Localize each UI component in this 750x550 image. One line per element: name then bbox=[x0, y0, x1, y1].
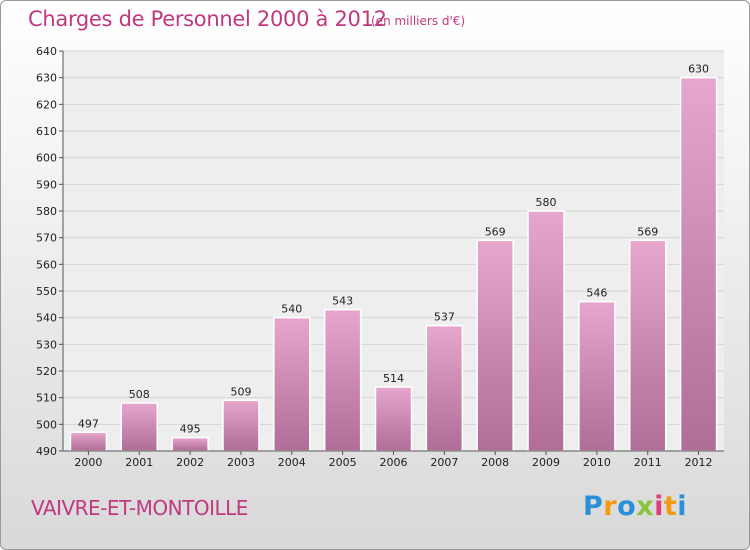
chart-subtitle: (en milliers d'€) bbox=[371, 14, 466, 28]
y-tick-label: 500 bbox=[36, 418, 57, 431]
bar-2000 bbox=[69, 431, 108, 452]
y-axis: 490 500 510 520 530 540 550 560 570 580 590 600 610 6… bbox=[36, 45, 64, 458]
data-label-2009: 580 bbox=[536, 196, 557, 209]
y-tick-label: 530 bbox=[36, 338, 57, 351]
bar-2003 bbox=[222, 399, 260, 452]
y-tick-label: 520 bbox=[36, 365, 57, 378]
x-tick-label-2007: 2007 bbox=[430, 456, 458, 469]
y-tick-label: 570 bbox=[36, 232, 57, 245]
y-tick-label: 510 bbox=[36, 392, 57, 405]
chart-title: Charges de Personnel 2000 à 2012 bbox=[28, 7, 387, 31]
logo-letter: r bbox=[603, 491, 618, 522]
logo-letter: i bbox=[677, 491, 688, 522]
data-label-2006: 514 bbox=[383, 372, 404, 385]
proxiti-logo: Proxiti bbox=[583, 491, 687, 522]
y-tick-label: 590 bbox=[36, 178, 57, 191]
x-tick-label-2005: 2005 bbox=[329, 456, 357, 469]
y-tick-label: 640 bbox=[36, 45, 57, 58]
bar-2011 bbox=[628, 239, 667, 452]
x-tick-label-2001: 2001 bbox=[125, 456, 153, 469]
logo-letter: t bbox=[663, 491, 678, 522]
logo-letter: o bbox=[617, 491, 637, 522]
data-label-2007: 537 bbox=[434, 311, 455, 324]
y-tick-label: 550 bbox=[36, 285, 57, 298]
y-tick-label: 600 bbox=[36, 152, 57, 165]
x-tick-label-2006: 2006 bbox=[380, 456, 408, 469]
y-tick-label: 580 bbox=[36, 205, 57, 218]
x-tick-label-2010: 2010 bbox=[583, 456, 611, 469]
bar-2008 bbox=[476, 239, 514, 452]
y-tick-label: 540 bbox=[36, 312, 57, 325]
x-axis: 2000 2001 2002 2003 2004 2005 2006 2007 2008 2009… bbox=[63, 450, 724, 469]
bar-2007 bbox=[425, 324, 464, 452]
bar-2012 bbox=[679, 76, 718, 452]
x-tick-label-2008: 2008 bbox=[481, 456, 509, 469]
logo-letter: x bbox=[636, 491, 655, 522]
y-tick-label: 610 bbox=[36, 125, 57, 138]
x-tick-label-2003: 2003 bbox=[227, 456, 255, 469]
bar-2005 bbox=[323, 308, 362, 452]
bar-2010 bbox=[578, 300, 616, 452]
bars: 497 508 495 509 540 543 514 537 569 580 546 569 630 bbox=[69, 63, 718, 452]
data-label-2000: 497 bbox=[78, 417, 99, 430]
bar-2001 bbox=[120, 402, 159, 452]
commune-name: VAIVRE-ET-MONTOILLE bbox=[31, 496, 248, 520]
data-label-2008: 569 bbox=[485, 225, 506, 238]
data-label-2002: 495 bbox=[180, 423, 201, 436]
data-label-2005: 543 bbox=[332, 295, 353, 308]
x-tick-label-2012: 2012 bbox=[685, 456, 713, 469]
data-label-2003: 509 bbox=[230, 385, 251, 398]
bar-2002 bbox=[171, 436, 209, 452]
x-tick-label-2004: 2004 bbox=[278, 456, 306, 469]
bar-2009 bbox=[527, 210, 565, 452]
data-label-2001: 508 bbox=[129, 388, 150, 401]
y-tick-label: 630 bbox=[36, 72, 57, 85]
x-tick-label-2002: 2002 bbox=[176, 456, 204, 469]
y-tick-label: 560 bbox=[36, 258, 57, 271]
data-label-2010: 546 bbox=[586, 287, 607, 300]
logo-letter: P bbox=[583, 491, 604, 522]
bar-2004 bbox=[273, 316, 311, 452]
data-label-2011: 569 bbox=[637, 225, 658, 238]
bar-2006 bbox=[374, 386, 413, 452]
y-tick-label: 490 bbox=[36, 445, 57, 458]
data-label-2012: 630 bbox=[688, 63, 709, 76]
x-tick-label-2011: 2011 bbox=[634, 456, 662, 469]
x-tick-label-2000: 2000 bbox=[74, 456, 102, 469]
x-tick-label-2009: 2009 bbox=[532, 456, 560, 469]
y-tick-label: 620 bbox=[36, 98, 57, 111]
logo-letter: i bbox=[654, 491, 664, 522]
data-label-2004: 540 bbox=[281, 303, 302, 316]
